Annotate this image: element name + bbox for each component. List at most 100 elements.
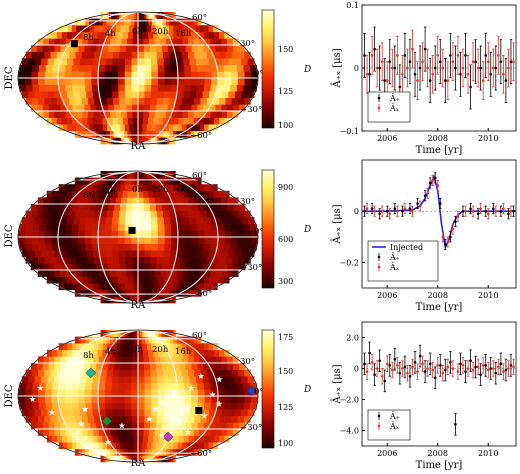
sky-boundary — [17, 329, 259, 463]
sky-cell — [104, 429, 111, 436]
sky-cell — [58, 382, 66, 390]
sky-cell — [168, 25, 174, 33]
sky-cell — [130, 130, 135, 138]
sky-cell — [227, 422, 234, 430]
sky-cell — [231, 210, 239, 218]
sky-cell — [184, 389, 192, 397]
sky-cell — [46, 31, 53, 39]
sky-cell — [237, 71, 245, 79]
sky-cell — [204, 230, 212, 238]
sky-cell — [176, 111, 183, 118]
sky-cell — [30, 104, 38, 112]
sky-cell — [69, 210, 76, 218]
sky-cell — [210, 402, 218, 410]
sky-cell — [232, 111, 239, 118]
sky-cell — [71, 230, 79, 238]
sky-cell — [96, 422, 103, 430]
sky-cell — [72, 402, 79, 410]
dec-label-m30: −30° — [240, 105, 262, 115]
sky-cell — [171, 396, 179, 403]
sky-cell — [199, 283, 205, 291]
sky-cell — [111, 243, 119, 251]
sky-cell — [204, 356, 211, 364]
sky-cell — [60, 104, 67, 112]
sky-cell — [143, 31, 149, 39]
sky-cell — [92, 250, 100, 258]
data-point — [451, 60, 455, 63]
sky-cell — [239, 204, 246, 211]
sky-cell — [76, 442, 81, 450]
sky-cell — [109, 336, 114, 344]
sky-cell — [170, 409, 178, 417]
legend-entry: Â₊ — [389, 94, 400, 103]
sky-cell — [47, 217, 55, 225]
sky-cell — [186, 124, 192, 132]
sky-cell — [194, 256, 201, 264]
sky-cell — [58, 402, 66, 410]
ra-label-20h: 20h — [152, 27, 169, 37]
sky-cell — [123, 296, 126, 304]
sky-cell — [104, 356, 111, 364]
sky-cell — [111, 184, 117, 192]
sky-cell — [221, 45, 228, 52]
sky-cell — [179, 45, 186, 52]
sky-cell — [67, 117, 73, 125]
sky-cell — [98, 283, 104, 291]
sky-cell — [99, 429, 105, 436]
data-point — [380, 60, 384, 63]
sky-cell — [31, 230, 39, 238]
dec-label-30: 30° — [240, 357, 255, 367]
sky-cell — [167, 104, 175, 112]
sky-cell — [132, 38, 139, 46]
legend-swatch — [377, 424, 381, 428]
sky-cell — [224, 230, 232, 238]
sky-cell — [88, 18, 93, 26]
data-point — [375, 367, 379, 370]
sky-cell — [121, 111, 128, 118]
sky-cell — [193, 197, 200, 205]
sky-cell — [144, 137, 147, 145]
sky-cell — [194, 289, 198, 297]
sky-cell — [133, 124, 139, 132]
data-point — [413, 361, 417, 364]
sky-cell — [158, 12, 162, 19]
sky-cell — [227, 197, 233, 205]
sky-cell — [221, 104, 228, 112]
sky-cell — [168, 31, 174, 39]
sky-cell — [31, 51, 39, 59]
sky-cell — [162, 177, 167, 185]
sky-cell — [247, 58, 255, 66]
sky-cell — [71, 124, 77, 132]
sky-cell — [78, 396, 86, 403]
sky-cell — [202, 409, 210, 417]
sky-cell — [184, 243, 192, 251]
sky-cell — [99, 409, 107, 417]
data-point — [504, 368, 508, 372]
sky-cell — [184, 71, 192, 79]
sky-cell — [65, 64, 73, 72]
skymap-markers — [70, 40, 78, 48]
sky-cell — [138, 256, 145, 264]
sky-cell — [76, 111, 83, 118]
sky-cell — [78, 237, 86, 244]
sky-cell — [102, 18, 107, 26]
skymap-markers — [29, 367, 257, 445]
sky-cell — [169, 210, 176, 218]
sky-cell — [181, 210, 189, 218]
skymap-cells — [18, 12, 259, 145]
sky-cell — [138, 137, 141, 145]
sky-cell — [47, 58, 55, 66]
sky-cell — [88, 256, 95, 264]
sky-cell — [138, 71, 145, 79]
sky-cell — [97, 435, 103, 443]
sky-cell — [56, 117, 63, 125]
sky-cell — [149, 422, 157, 430]
sky-cell — [43, 111, 50, 118]
sky-cell — [251, 237, 259, 244]
sky-cell — [144, 237, 152, 244]
data-point — [398, 371, 402, 375]
sky-cell — [18, 396, 26, 403]
sky-cell — [168, 184, 174, 192]
sky-cell — [148, 190, 154, 198]
sky-cell — [77, 349, 83, 357]
